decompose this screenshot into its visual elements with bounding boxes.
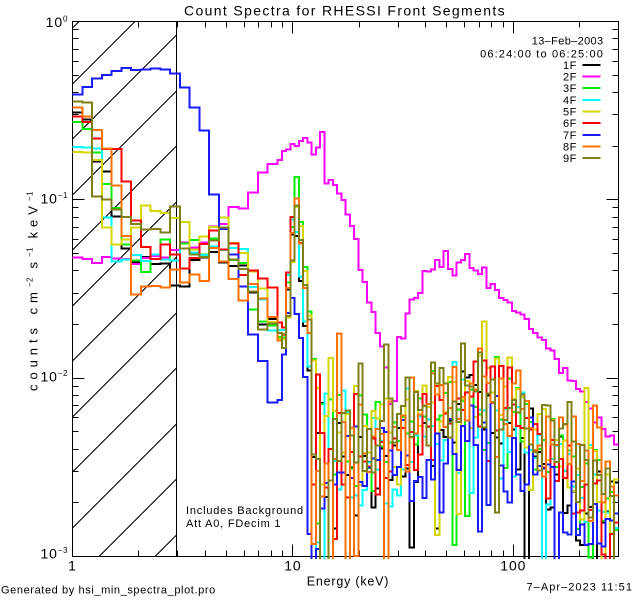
svg-text:Includes Background: Includes Background [186, 505, 304, 517]
svg-text:1F: 1F [563, 60, 577, 72]
svg-text:2F: 2F [563, 72, 577, 84]
svg-text:13–Feb–2003: 13–Feb–2003 [532, 36, 604, 48]
svg-text:Att A0, FDecim 1: Att A0, FDecim 1 [186, 518, 281, 530]
svg-text:100: 100 [500, 558, 526, 574]
svg-text:8F: 8F [563, 142, 577, 154]
svg-text:10: 10 [284, 558, 301, 574]
svg-text:counts cm−2 s−1 keV−1: counts cm−2 s−1 keV−1 [26, 191, 41, 391]
svg-text:4F: 4F [563, 95, 577, 107]
svg-text:Generated by hsi_min_spectra_p: Generated by hsi_min_spectra_plot.pro [1, 585, 216, 597]
svg-text:Count Spectra for RHESSI Front: Count Spectra for RHESSI Front Segments [184, 3, 506, 19]
svg-text:1: 1 [68, 558, 77, 574]
svg-text:Energy (keV): Energy (keV) [307, 575, 390, 589]
svg-text:5F: 5F [563, 107, 577, 119]
svg-text:06:24:00 to 06:25:00: 06:24:00 to 06:25:00 [480, 49, 604, 61]
svg-text:7–Apr–2023 11:51: 7–Apr–2023 11:51 [526, 582, 633, 594]
svg-text:6F: 6F [563, 118, 577, 130]
svg-text:7F: 7F [563, 130, 577, 142]
svg-text:9F: 9F [563, 153, 577, 165]
svg-text:100: 100 [46, 14, 68, 30]
svg-text:3F: 3F [563, 83, 577, 95]
